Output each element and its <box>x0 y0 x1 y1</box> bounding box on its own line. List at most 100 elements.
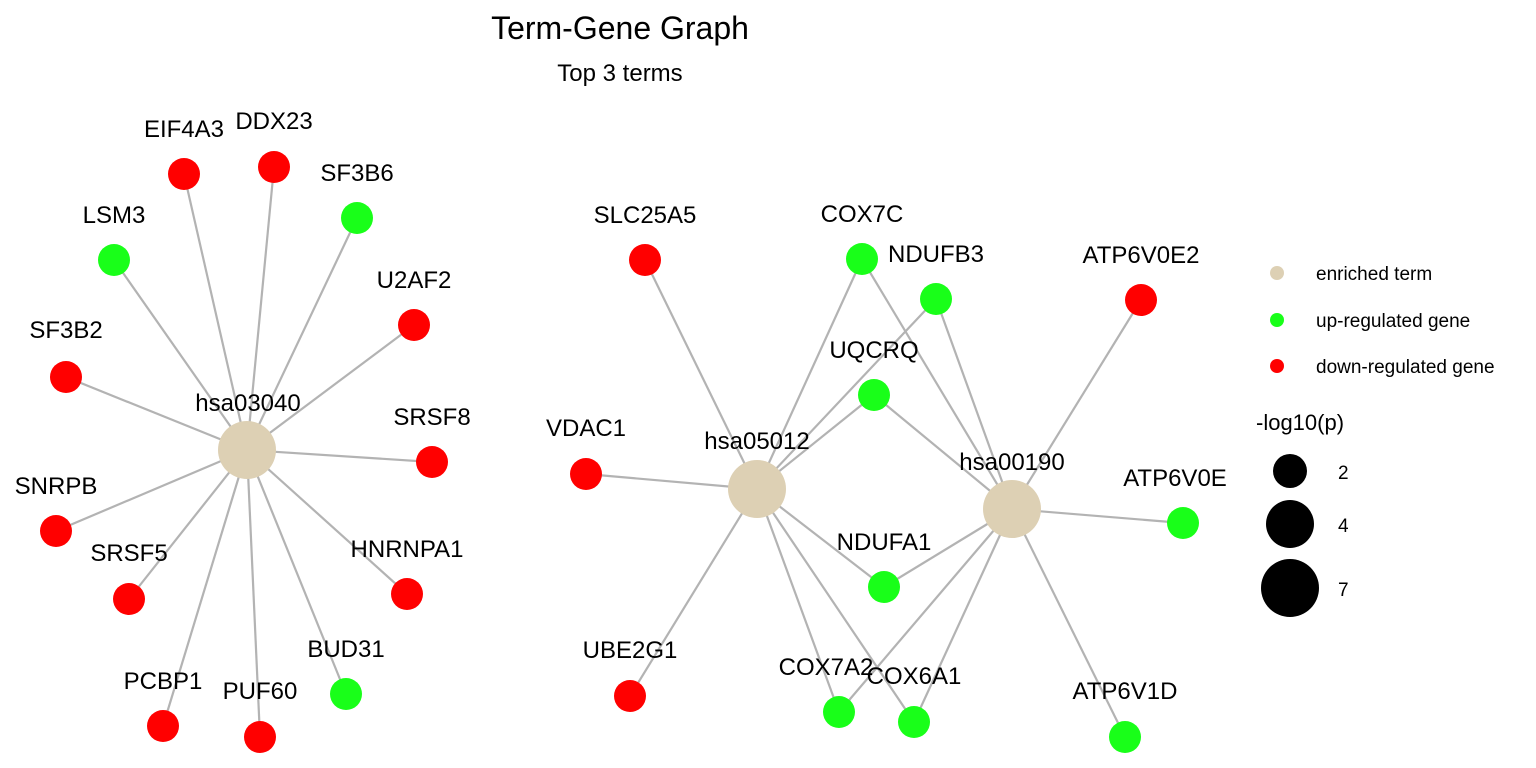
legend-swatch-term <box>1270 266 1284 280</box>
legend-size-circle-large <box>1261 559 1319 617</box>
node-pcbp1[interactable] <box>147 710 179 742</box>
legend-size-label-small: 2 <box>1338 463 1349 484</box>
edge-hsa03040-sf3b2 <box>65 375 248 452</box>
node-label-ddx23: DDX23 <box>235 108 312 135</box>
node-label-srsf5: SRSF5 <box>90 540 167 567</box>
edge-hsa03040-puf60 <box>245 449 262 738</box>
edge-hsa03040-bud31 <box>245 449 348 695</box>
legend-size-label-large: 7 <box>1338 580 1349 601</box>
edge-hsa00190-cox6a1 <box>913 508 1013 723</box>
edge-hsa03040-srsf8 <box>246 448 433 464</box>
node-ndufb3[interactable] <box>920 283 952 315</box>
node-sf3b2[interactable] <box>50 361 82 393</box>
node-label-pcbp1: PCBP1 <box>124 668 203 695</box>
edge-hsa03040-snrpb <box>55 448 248 533</box>
node-vdac1[interactable] <box>570 458 602 490</box>
node-cox7a2[interactable] <box>823 696 855 728</box>
node-label-eif4a3: EIF4A3 <box>144 116 224 143</box>
node-ndufa1[interactable] <box>868 571 900 603</box>
edge-hsa05012-slc25a5 <box>644 259 758 490</box>
edge-hsa05012-cox6a1 <box>756 488 915 723</box>
node-srsf8[interactable] <box>416 446 448 478</box>
edge-hsa03040-lsm3 <box>113 259 248 451</box>
edge-hsa05012-ndufb3 <box>756 298 937 490</box>
node-lsm3[interactable] <box>98 244 130 276</box>
node-label-ube2g1: UBE2G1 <box>583 637 678 664</box>
node-label-u2af2: U2AF2 <box>377 267 452 294</box>
node-atp6v0e2[interactable] <box>1125 284 1157 316</box>
node-label-cox6a1: COX6A1 <box>867 663 962 690</box>
node-label-hsa03040: hsa03040 <box>195 390 300 417</box>
nodes-layer <box>40 151 1199 753</box>
node-ddx23[interactable] <box>258 151 290 183</box>
node-u2af2[interactable] <box>398 309 430 341</box>
node-eif4a3[interactable] <box>168 158 200 190</box>
node-label-slc25a5: SLC25A5 <box>594 202 697 229</box>
edges-layer <box>55 166 1184 738</box>
edge-hsa05012-cox7c <box>755 258 864 490</box>
legend-swatch-up <box>1270 313 1284 327</box>
node-label-sf3b6: SF3B6 <box>320 160 393 187</box>
node-sf3b6[interactable] <box>341 202 373 234</box>
node-atp6v1d[interactable] <box>1109 721 1141 753</box>
node-label-snrpb: SNRPB <box>15 473 98 500</box>
legend-size-label-medium: 4 <box>1338 516 1349 537</box>
node-cox6a1[interactable] <box>898 706 930 738</box>
legend-size-circle-medium <box>1266 500 1314 548</box>
node-label-hsa05012: hsa05012 <box>704 428 809 455</box>
graph-title: Term-Gene Graph <box>491 10 749 46</box>
edge-hsa00190-cox7c <box>861 258 1013 510</box>
node-srsf5[interactable] <box>113 583 145 615</box>
legend-size-section: -log10(p) 2 4 7 <box>1256 410 1349 617</box>
edge-hsa03040-hnrnpa1 <box>246 449 408 595</box>
node-slc25a5[interactable] <box>629 244 661 276</box>
node-label-cox7c: COX7C <box>821 201 904 228</box>
node-label-atp6v0e: ATP6V0E <box>1123 465 1227 492</box>
legend-label-down: down-regulated gene <box>1316 357 1495 378</box>
edge-hsa00190-atp6v1d <box>1011 508 1126 738</box>
legend-size-title: -log10(p) <box>1256 410 1344 435</box>
node-ube2g1[interactable] <box>614 680 646 712</box>
edge-hsa03040-ddx23 <box>245 166 276 451</box>
node-label-ndufa1: NDUFA1 <box>837 529 932 556</box>
edge-hsa00190-ndufb3 <box>934 298 1014 510</box>
node-snrpb[interactable] <box>40 515 72 547</box>
legend-label-term: enriched term <box>1316 264 1432 285</box>
graph-subtitle: Top 3 terms <box>557 60 682 87</box>
edge-hsa00190-cox7a2 <box>838 508 1013 713</box>
edge-hsa03040-pcbp1 <box>161 449 249 727</box>
edge-hsa05012-ube2g1 <box>629 488 758 697</box>
node-puf60[interactable] <box>244 721 276 753</box>
edge-hsa00190-uqcrq <box>873 394 1013 510</box>
node-hsa05012[interactable] <box>728 460 786 518</box>
node-label-hsa00190: hsa00190 <box>959 449 1064 476</box>
edge-hsa03040-eif4a3 <box>182 173 249 451</box>
edge-hsa05012-cox7a2 <box>755 488 841 713</box>
node-label-lsm3: LSM3 <box>83 202 146 229</box>
legend: enriched term up-regulated gene down-reg… <box>1256 264 1495 617</box>
node-hsa00190[interactable] <box>983 480 1041 538</box>
node-label-vdac1: VDAC1 <box>546 415 626 442</box>
node-label-puf60: PUF60 <box>223 678 298 705</box>
legend-size-circle-small <box>1273 454 1307 488</box>
node-uqcrq[interactable] <box>858 379 890 411</box>
node-atp6v0e[interactable] <box>1167 507 1199 539</box>
node-bud31[interactable] <box>330 678 362 710</box>
node-label-srsf8: SRSF8 <box>393 404 470 431</box>
edge-hsa00190-atp6v0e2 <box>1011 299 1142 510</box>
node-cox7c[interactable] <box>846 243 878 275</box>
node-label-atp6v0e2: ATP6V0E2 <box>1083 242 1200 269</box>
node-hnrnpa1[interactable] <box>391 578 423 610</box>
node-label-ndufb3: NDUFB3 <box>888 241 984 268</box>
edge-hsa03040-u2af2 <box>246 324 415 451</box>
legend-label-up: up-regulated gene <box>1316 311 1470 332</box>
legend-type-section: enriched term up-regulated gene down-reg… <box>1270 264 1495 378</box>
node-label-sf3b2: SF3B2 <box>29 317 102 344</box>
legend-swatch-down <box>1270 359 1284 373</box>
node-label-hnrnpa1: HNRNPA1 <box>351 536 464 563</box>
node-label-bud31: BUD31 <box>307 636 384 663</box>
node-hsa03040[interactable] <box>218 421 276 479</box>
node-label-cox7a2: COX7A2 <box>779 654 874 681</box>
